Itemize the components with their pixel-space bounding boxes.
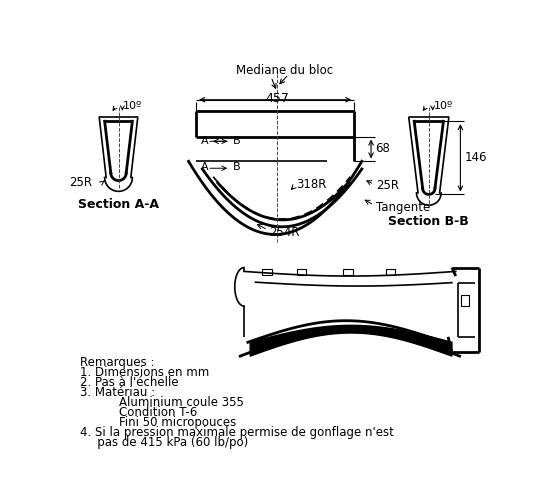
Text: B: B bbox=[233, 136, 241, 145]
Text: Remarques :: Remarques : bbox=[80, 356, 154, 369]
Text: A: A bbox=[201, 163, 209, 173]
Text: 4. Si la pression maximale permise de gonflage n'est: 4. Si la pression maximale permise de go… bbox=[80, 426, 394, 439]
Text: pas de 415 kPa (60 lb/po): pas de 415 kPa (60 lb/po) bbox=[86, 436, 249, 449]
Text: 25R: 25R bbox=[376, 179, 398, 193]
Text: 10º: 10º bbox=[433, 101, 453, 111]
Text: B: B bbox=[233, 163, 241, 173]
Text: 3. Matériau :: 3. Matériau : bbox=[80, 386, 155, 399]
Text: 254R: 254R bbox=[269, 227, 300, 239]
Bar bbox=[263, 269, 272, 275]
Text: Aluminium coule 355: Aluminium coule 355 bbox=[119, 396, 244, 409]
Text: Section B-B: Section B-B bbox=[388, 215, 469, 228]
Text: Mediane du bloc: Mediane du bloc bbox=[236, 64, 334, 76]
Text: Section A-A: Section A-A bbox=[78, 198, 159, 211]
Text: 457: 457 bbox=[265, 92, 289, 105]
Text: Fini 50 micropouces: Fini 50 micropouces bbox=[119, 416, 236, 429]
Text: 68: 68 bbox=[375, 142, 390, 155]
Bar bbox=[297, 269, 306, 275]
Bar bbox=[344, 269, 352, 275]
Bar bbox=[461, 295, 469, 306]
Polygon shape bbox=[250, 326, 452, 356]
Text: 146: 146 bbox=[464, 151, 487, 164]
Text: Tangente: Tangente bbox=[376, 201, 430, 214]
Text: Condition T-6: Condition T-6 bbox=[119, 406, 197, 419]
Bar bbox=[386, 269, 395, 275]
Text: 318R: 318R bbox=[296, 178, 327, 191]
Text: 1. Dimensions en mm: 1. Dimensions en mm bbox=[80, 366, 209, 379]
Text: 2. Pas à l'échelle: 2. Pas à l'échelle bbox=[80, 376, 179, 389]
Text: A: A bbox=[201, 136, 209, 145]
Text: 10º: 10º bbox=[123, 101, 143, 111]
Text: 25R: 25R bbox=[69, 176, 92, 189]
